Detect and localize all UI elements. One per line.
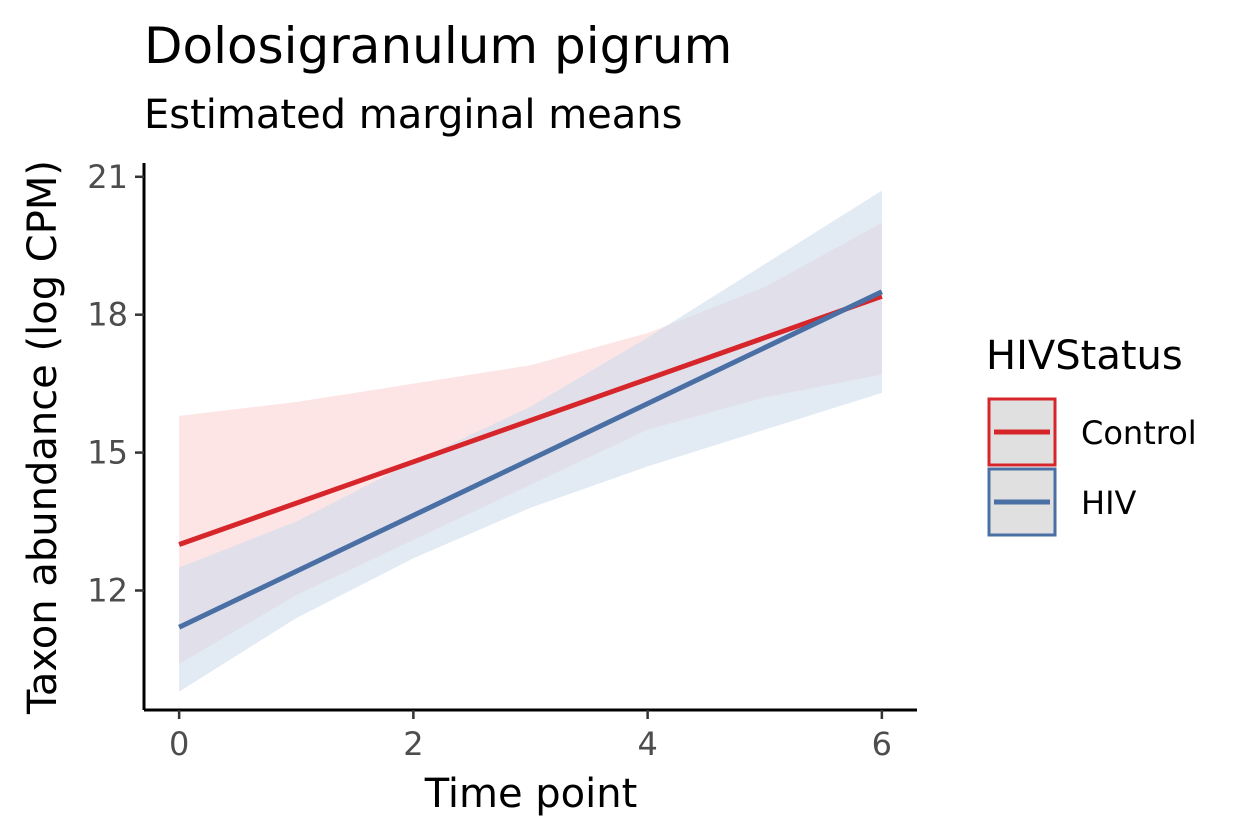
y-ticks: 12 15 18 21 (87, 158, 144, 609)
plot-area (178, 190, 883, 692)
x-axis-title: Time point (424, 771, 638, 817)
legend-label-hiv: HIV (1081, 484, 1137, 522)
y-tick-label: 12 (87, 571, 128, 609)
chart-subtitle: Estimated marginal means (144, 92, 682, 138)
x-tick-label: 6 (872, 725, 892, 763)
x-ticks: 0 2 4 6 (169, 710, 892, 763)
legend-label-control: Control (1081, 414, 1197, 452)
legend-items: Control HIV (987, 397, 1197, 537)
y-tick-label: 18 (87, 296, 128, 334)
y-tick-label: 15 (87, 434, 128, 472)
chart-title: Dolosigranulum pigrum (144, 17, 732, 75)
legend-title: HIVStatus (986, 333, 1183, 379)
y-tick-label: 21 (87, 158, 128, 196)
line-control (178, 293, 883, 547)
series-lines (178, 289, 883, 630)
x-tick-label: 4 (637, 725, 657, 763)
legend: HIVStatus Control HIV (986, 333, 1197, 537)
line-hiv (178, 289, 883, 630)
confidence-ribbons (179, 190, 882, 692)
x-tick-label: 2 (403, 725, 423, 763)
x-tick-label: 0 (169, 725, 189, 763)
axes: 0 2 4 6 12 15 18 21 (87, 158, 917, 763)
ribbon-hiv (179, 190, 882, 692)
y-axis-title: Taxon abundance (log CPM) (20, 160, 66, 715)
